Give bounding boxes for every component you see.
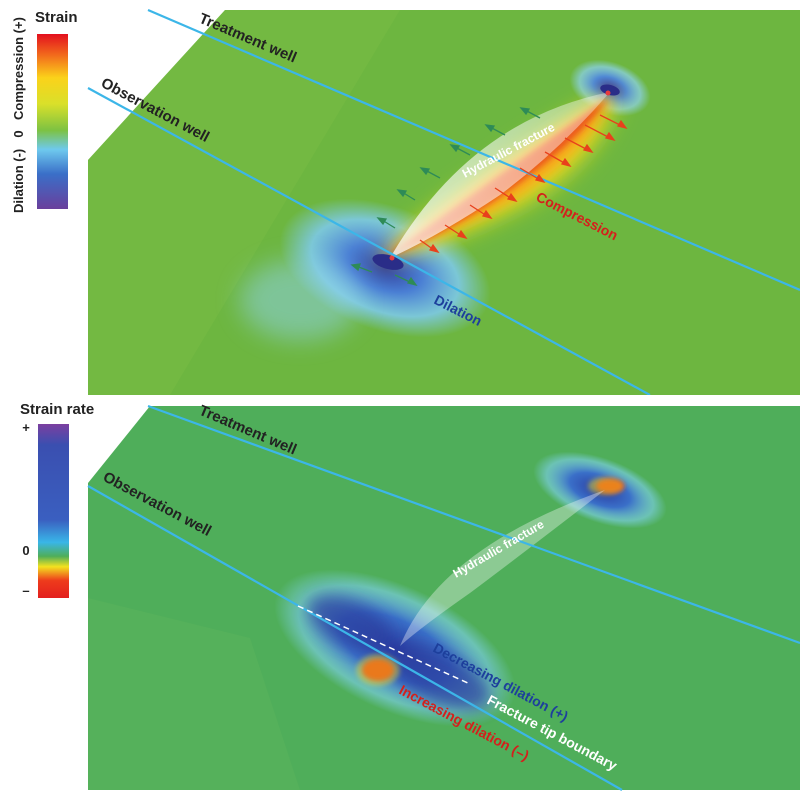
strain-legend-compression: Compression (+) bbox=[11, 17, 26, 120]
opening-arrows bbox=[350, 107, 541, 287]
hydraulic-fracture-top bbox=[390, 92, 610, 258]
strain-colorbar bbox=[37, 34, 68, 209]
strain-rate-panel: Hydraulic fracture Decreasing dilation (… bbox=[0, 398, 800, 797]
fracture-tip-boundary-line bbox=[297, 605, 471, 685]
strain-rate-legend-minus: – bbox=[22, 583, 29, 598]
strain-rate-legend-plus: + bbox=[22, 420, 30, 435]
strain-legend-title: Strain bbox=[35, 9, 78, 26]
strain-panel: Hydraulic fracture Compression Dilation … bbox=[0, 0, 800, 395]
strain-figure: Hydraulic fracture Compression Dilation … bbox=[11, 8, 800, 395]
treatment-well-line bbox=[147, 8, 800, 292]
strain-legend-dilation: Dilation (-) bbox=[11, 149, 26, 213]
observation-well-line bbox=[87, 87, 651, 395]
treatment-well-line-bottom bbox=[147, 404, 800, 645]
hydraulic-fracture-bottom bbox=[400, 490, 605, 646]
observation-well-line-bottom bbox=[87, 485, 623, 791]
strain-rate-legend-zero: 0 bbox=[22, 543, 29, 558]
strain-rate-legend-title: Strain rate bbox=[20, 401, 94, 418]
strain-rate-colorbar bbox=[38, 424, 69, 598]
strain-rate-figure: Hydraulic fracture Decreasing dilation (… bbox=[20, 401, 800, 791]
strain-legend-zero: 0 bbox=[11, 130, 26, 137]
compression-arrows bbox=[419, 114, 628, 254]
